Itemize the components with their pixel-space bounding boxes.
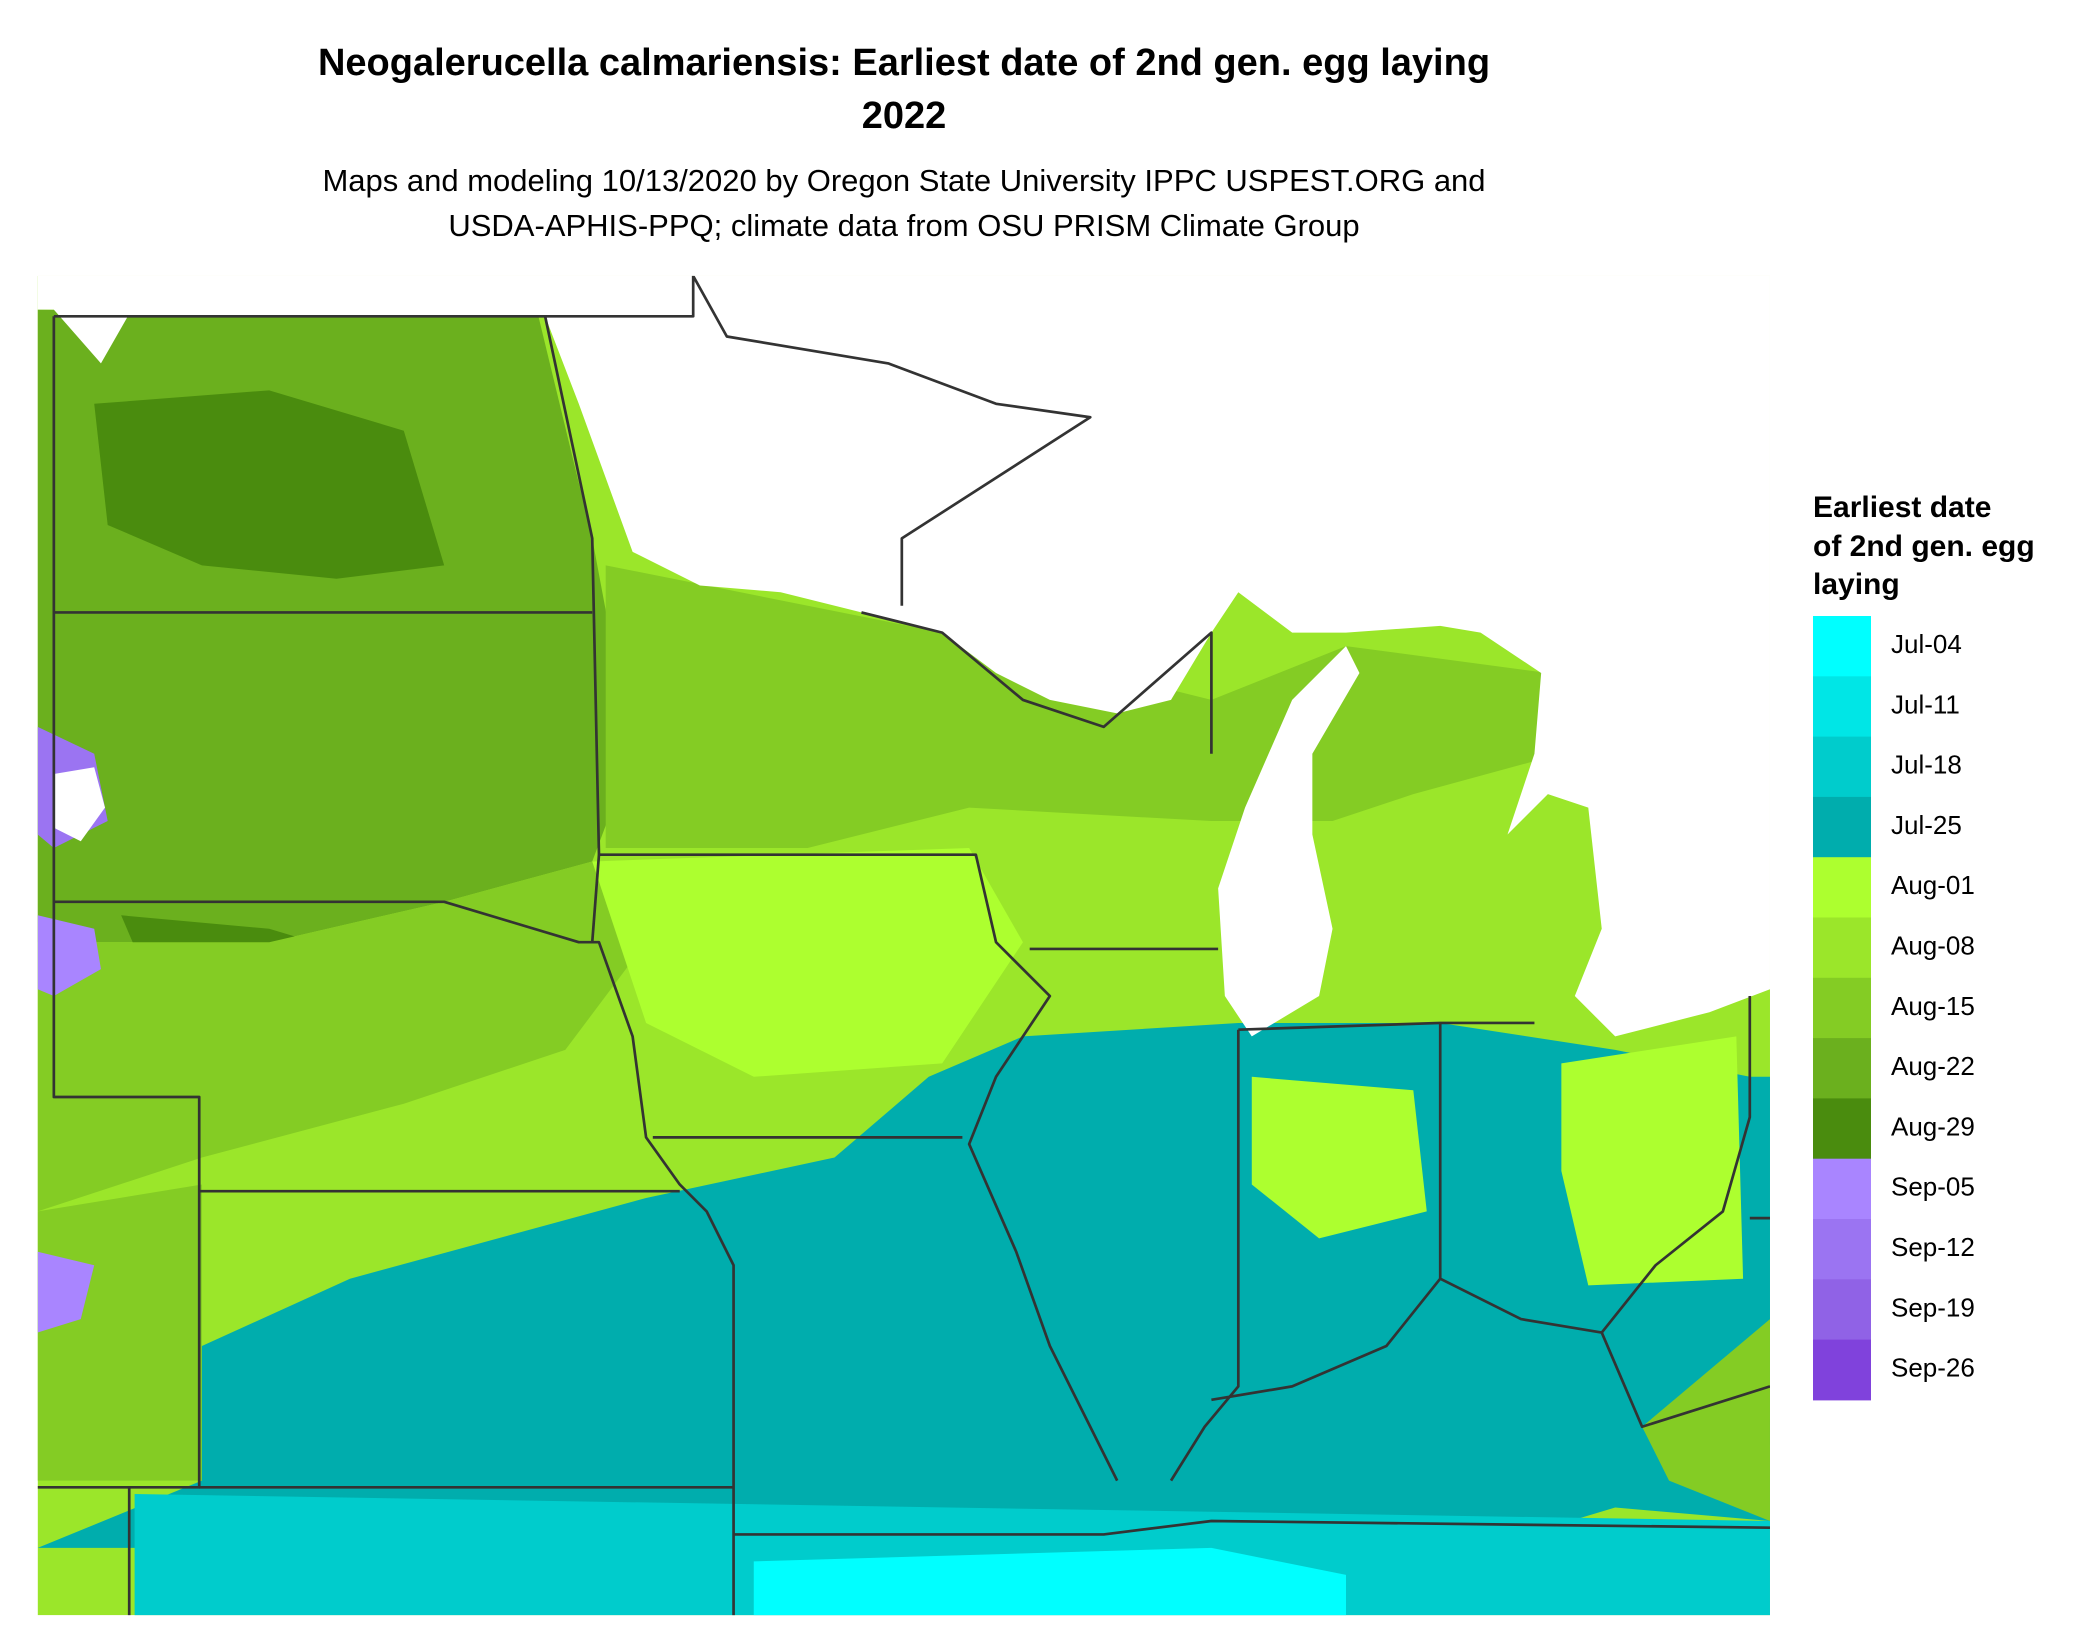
legend-swatch: [1813, 857, 1871, 918]
legend-swatch: [1813, 1158, 1871, 1220]
region: [753, 1547, 1346, 1616]
legend-label: Aug-15: [1891, 991, 1975, 1021]
legend: Jul-04 Jul-11 Jul-18 Jul-25 Aug-01 Aug-08 Aug-…: [1813, 616, 1975, 1401]
legend-swatch: [1813, 676, 1871, 738]
region: [1251, 1076, 1427, 1239]
legend-swatch: [1813, 917, 1871, 979]
region: [37, 861, 647, 1212]
title-year: 2022: [862, 95, 947, 137]
map: [37, 275, 1770, 1616]
legend-swatch: [1813, 1038, 1871, 1099]
region: [1561, 1036, 1744, 1286]
legend-label: Aug-01: [1891, 870, 1975, 900]
legend-label: Jul-04: [1891, 629, 1962, 659]
region: [592, 847, 1023, 1077]
legend-swatch: [1813, 1219, 1871, 1280]
legend-swatch: [1813, 796, 1871, 858]
lake-michigan: [1218, 646, 1360, 1037]
no-data-area: [37, 275, 1770, 1037]
legend-label: Sep-12: [1891, 1232, 1975, 1262]
legend-swatch: [1813, 616, 1871, 677]
legend-swatch: [1813, 1339, 1871, 1401]
legend-swatch: [1813, 1098, 1871, 1160]
legend-label: Jul-25: [1891, 810, 1962, 840]
region: [94, 390, 445, 579]
region: [1642, 1319, 1770, 1521]
legend-title: laying: [1813, 568, 1900, 601]
no-data-area: [53, 767, 105, 842]
region: [37, 1251, 95, 1333]
legend-swatch: [1813, 977, 1871, 1039]
legend-title: of 2nd gen. egg: [1813, 530, 2035, 563]
legend-label: Sep-05: [1891, 1172, 1975, 1202]
legend-swatch: [1813, 736, 1871, 798]
state-borders: [37, 275, 1770, 1616]
region: [605, 565, 1562, 848]
legend-swatch: [1813, 1279, 1871, 1341]
legend-label: Jul-11: [1891, 689, 1960, 719]
legend-label: Aug-29: [1891, 1111, 1975, 1141]
subtitle: Maps and modeling 10/13/2020 by Oregon S…: [322, 163, 1485, 198]
legend-label: Sep-19: [1891, 1292, 1975, 1322]
title: Neogalerucella calmariensis: Earliest da…: [318, 42, 1490, 84]
legend-label: Jul-18: [1891, 750, 1962, 780]
region: [37, 1184, 202, 1481]
legend-label: Aug-22: [1891, 1051, 1975, 1081]
subtitle: USDA-APHIS-PPQ; climate data from OSU PR…: [448, 208, 1359, 243]
region: [134, 1494, 1770, 1616]
legend-title: Earliest date: [1813, 491, 1991, 524]
legend-label: Aug-08: [1891, 931, 1975, 961]
legend-label: Sep-26: [1891, 1353, 1975, 1383]
